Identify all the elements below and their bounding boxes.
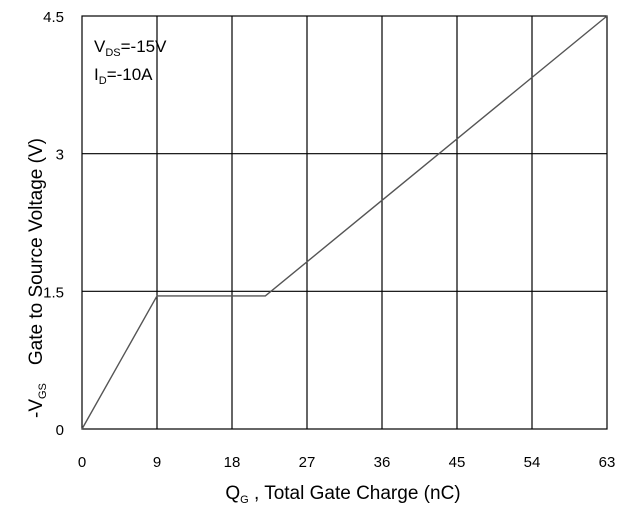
annotation-vds: VDS=-15V xyxy=(94,37,167,59)
y-tick-label: 0 xyxy=(56,422,64,439)
x-axis-label: QG , Total Gate Charge (nC) xyxy=(225,483,460,506)
x-tick-label: 0 xyxy=(78,454,86,471)
x-tick-label: 9 xyxy=(153,454,161,471)
x-tick-labels: 0 9 18 27 36 45 54 63 xyxy=(78,454,616,471)
x-tick-label: 45 xyxy=(449,454,466,471)
grid-lines xyxy=(82,16,607,429)
vgs-vs-qg-line xyxy=(81,15,608,430)
x-tick-label: 54 xyxy=(524,454,541,471)
y-tick-labels: 0 1.5 3 4.5 xyxy=(43,9,64,439)
x-tick-label: 27 xyxy=(299,454,316,471)
x-tick-label: 18 xyxy=(224,454,241,471)
plot-frame xyxy=(81,15,608,430)
y-tick-label: 3 xyxy=(56,147,64,164)
annotation-id: ID=-10A xyxy=(94,65,153,87)
y-tick-label: 4.5 xyxy=(43,9,64,26)
y-tick-label: 1.5 xyxy=(43,284,64,301)
x-tick-label: 36 xyxy=(374,454,391,471)
x-tick-label: 63 xyxy=(599,454,616,471)
y-axis-label: -VGSGate to Source Voltage (V) xyxy=(26,138,49,418)
